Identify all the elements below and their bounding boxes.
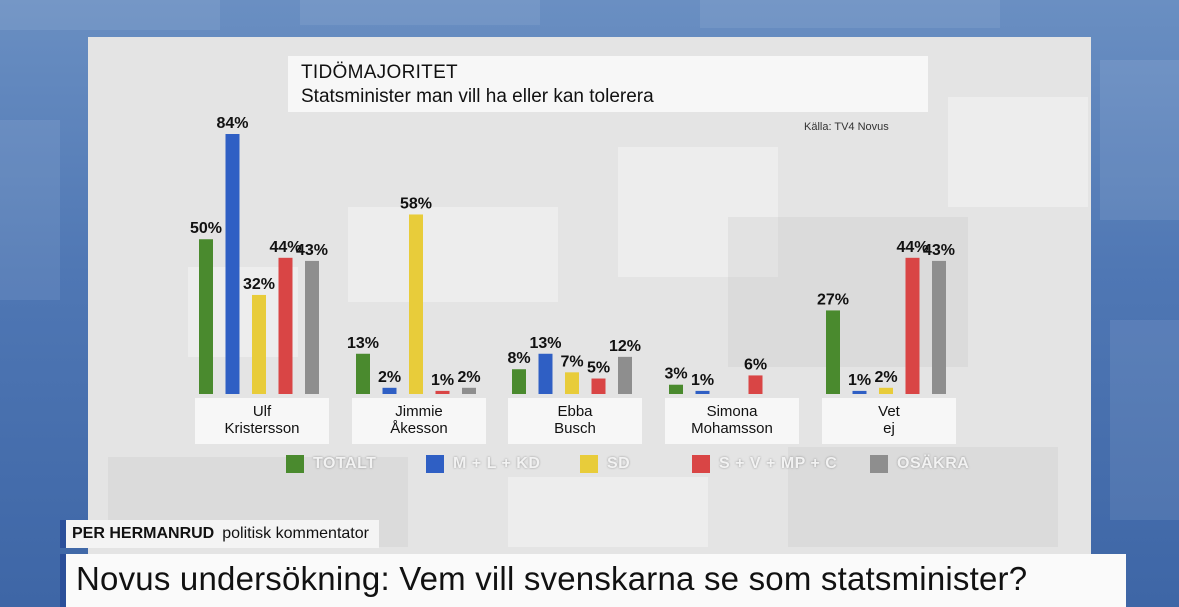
data-label: 84% <box>216 115 248 132</box>
bar <box>695 390 710 394</box>
legend-item: M + L + KD <box>426 455 540 473</box>
data-label: 13% <box>347 335 379 352</box>
data-label: 44% <box>269 239 301 256</box>
title-box: TIDÖMAJORITET Statsminister man vill ha … <box>288 56 928 112</box>
category-label: ej <box>883 420 895 437</box>
legend-label: TOTALT <box>313 455 377 472</box>
chart-title: TIDÖMAJORITET <box>301 62 458 83</box>
headline-bar: Novus undersökning: Vem vill svenskarna … <box>60 554 1126 607</box>
data-label: 50% <box>190 220 222 237</box>
data-label: 1% <box>848 372 871 389</box>
category-label: Åkesson <box>390 420 448 437</box>
bar <box>382 387 397 394</box>
data-label: 13% <box>529 335 561 352</box>
category-label: Kristersson <box>224 420 299 437</box>
legend-label: OSÄKRA <box>897 455 970 472</box>
data-label: 2% <box>378 369 401 386</box>
legend-label: M + L + KD <box>453 455 541 472</box>
data-label: 1% <box>691 372 714 389</box>
data-label: 2% <box>874 369 897 386</box>
bar <box>932 260 946 394</box>
bar <box>669 384 683 394</box>
data-label: 12% <box>609 338 641 355</box>
bar <box>278 257 293 394</box>
bar <box>591 378 606 394</box>
bar <box>435 390 450 394</box>
data-label: 5% <box>587 360 610 377</box>
data-label: 43% <box>296 242 328 259</box>
bar <box>538 353 553 394</box>
data-label: 8% <box>507 350 530 367</box>
speaker-bar: PER HERMANRUD politisk kommentator <box>60 520 379 548</box>
data-label: 2% <box>457 369 480 386</box>
chart-panel: TIDÖMAJORITET Statsminister man vill ha … <box>88 37 1091 557</box>
bar <box>565 372 579 394</box>
bar <box>618 356 632 394</box>
data-label: 7% <box>560 353 583 370</box>
bar-chart: UlfKristersson50%84%32%44%43%JimmieÅkess… <box>190 115 956 444</box>
bar <box>409 214 423 394</box>
bar <box>879 387 893 394</box>
category-label: Simona <box>707 403 759 420</box>
bar <box>905 257 920 394</box>
legend-swatch <box>426 455 444 473</box>
data-label: 1% <box>431 372 454 389</box>
bar <box>199 239 213 394</box>
category-label: Busch <box>554 420 596 437</box>
category-box <box>822 398 956 444</box>
bar <box>852 390 867 394</box>
category-label: Jimmie <box>395 403 443 420</box>
category-box <box>665 398 799 444</box>
speaker-name: PER HERMANRUD <box>72 525 215 542</box>
legend-swatch <box>580 455 598 473</box>
category-box <box>508 398 642 444</box>
legend-item: OSÄKRA <box>870 455 969 473</box>
category-box <box>195 398 329 444</box>
bar <box>225 134 240 394</box>
category-box <box>352 398 486 444</box>
bar <box>826 310 840 394</box>
data-label: 44% <box>896 239 928 256</box>
legend-swatch <box>870 455 888 473</box>
legend-swatch <box>286 455 304 473</box>
category-label: Vet <box>878 403 901 420</box>
bar <box>252 294 266 394</box>
legend-label: SD <box>607 455 631 472</box>
speaker-role: politisk kommentator <box>222 525 369 542</box>
headline: Novus undersökning: Vem vill svenskarna … <box>76 560 1028 597</box>
legend-item: S + V + MP + C <box>692 455 837 473</box>
bar <box>356 353 370 394</box>
bar <box>462 387 476 394</box>
legend: TOTALT M + L + KD SD S + V + MP + C OSÄKRA <box>88 455 1091 475</box>
legend-item: SD <box>580 455 630 473</box>
bar <box>748 375 763 394</box>
legend-label: S + V + MP + C <box>719 455 838 472</box>
data-label: 32% <box>243 276 275 293</box>
data-label: 3% <box>664 366 687 383</box>
bar <box>512 369 526 394</box>
source-label: Källa: TV4 Novus <box>804 121 889 133</box>
data-label: 58% <box>400 195 432 212</box>
category-label: Mohamsson <box>691 420 773 437</box>
legend-swatch <box>692 455 710 473</box>
data-label: 6% <box>744 356 767 373</box>
bar <box>305 260 319 394</box>
chart-subtitle: Statsminister man vill ha eller kan tole… <box>301 86 654 107</box>
category-label: Ebba <box>557 403 593 420</box>
data-label: 27% <box>817 291 849 308</box>
category-label: Ulf <box>253 403 272 420</box>
data-label: 43% <box>923 242 955 259</box>
legend-item: TOTALT <box>286 455 376 473</box>
